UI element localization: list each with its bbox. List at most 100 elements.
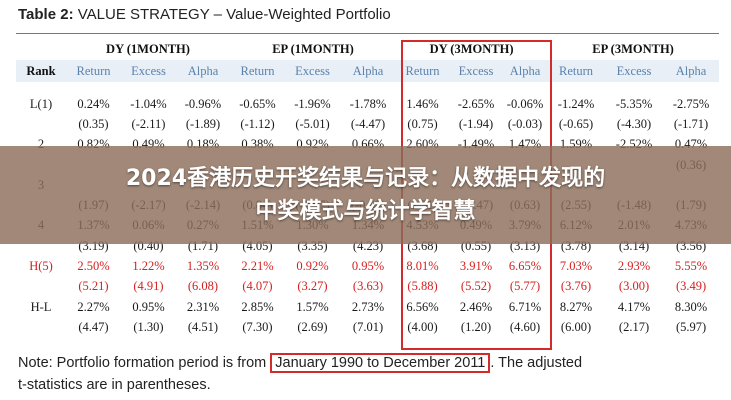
value-cell: -2.65% [457,96,495,111]
value-cell: 2.46% [459,299,493,314]
column-header: Alpha [663,60,720,82]
tstat-cell: (4.00) [407,319,438,334]
tstat-cell: (-4.30) [616,116,652,131]
value-cell: 8.30% [674,299,708,314]
table-title: Table 2: VALUE STRATEGY – Value-Weighted… [18,6,391,23]
tstat-cell: (4.60) [509,319,541,334]
note-suffix: . The adjusted [490,355,583,371]
tstat-rank-blank [16,317,66,337]
value-cell: 0.95% [351,259,385,274]
value-cell: 2.50% [77,259,110,274]
tstat-cell: (-0.03) [507,116,543,131]
value-cell: 1.35% [186,259,220,274]
column-header: Return [66,60,121,82]
value-cell: 0.92% [296,259,329,274]
value-cell: 0.95% [132,299,165,314]
value-cell: 3.91% [459,259,493,274]
note-line-1: Note: Portfolio formation period is from… [18,352,582,374]
tstat-cell: (4.07) [242,279,273,294]
column-header: Return [547,60,606,82]
value-cell: -2.75% [672,96,710,111]
tstat-cell: (3.76) [560,279,592,294]
tstat-cell: (2.69) [297,319,328,334]
note-line-2: t-statistics are in parentheses. [18,377,211,393]
tstat-cell: (5.52) [460,279,492,294]
value-cell: -1.04% [130,96,167,111]
tstat-cell: (-2.11) [131,116,166,131]
tstat-cell: (-1.94) [458,116,494,131]
value-cell: 1.57% [296,299,329,314]
tstat-cell: (-1.12) [240,116,275,131]
group-header: EP (3MONTH) [592,41,674,56]
row-rank-label: 2 [37,137,45,152]
value-cell: 2.73% [351,299,385,314]
column-header: Return [396,60,450,82]
column-header: Return [230,60,285,82]
tstat-cell: (0.75) [407,116,438,131]
tstat-cell: (7.01) [352,319,384,334]
value-cell: 2.27% [77,299,110,314]
column-header: Alpha [340,60,397,82]
banner-line-1: 2024香港历史开奖结果与记录：从数据中发现的 [125,166,606,191]
group-header: EP (1MONTH) [272,41,354,56]
tstat-cell: (3.63) [352,279,384,294]
column-header: Excess [605,60,664,82]
value-cell: -1.24% [557,96,595,111]
value-cell: 2.93% [617,259,651,274]
value-cell: -1.96% [294,96,331,111]
value-cell: 8.01% [406,259,439,274]
value-cell: 2.31% [186,299,220,314]
tstat-cell: (7.30) [242,319,273,334]
row-rank-label: H-L [30,299,52,314]
tstat-cell: (5.77) [509,279,541,294]
tstat-cell: (2.17) [618,319,650,334]
value-cell: 2.85% [241,299,274,314]
tstat-cell: (4.91) [133,279,164,294]
value-cell: 5.55% [674,259,708,274]
table-row-tstats: (4.47) (1.30) (4.51) (7.30) (2.69) (7.01) (4.0… [16,317,719,337]
value-cell: -0.96% [184,96,222,111]
value-cell: 8.27% [559,299,593,314]
row-rank-label: H(5) [29,259,53,274]
row-rank-label: L(1) [29,96,53,111]
note-period-highlight: January 1990 to December 2011 [270,353,491,373]
tstat-cell: (6.00) [560,319,592,334]
table-caption: VALUE STRATEGY – Value-Weighted Portfoli… [77,6,391,23]
tstat-cell: (6.08) [187,279,219,294]
value-cell: 6.56% [406,299,439,314]
tstat-cell: (3.27) [297,279,328,294]
note-prefix: Note: Portfolio formation period is from [18,355,267,371]
column-header: Excess [285,60,340,82]
tstat-cell: (1.30) [133,319,164,334]
tstat-cell: (4.47) [78,319,109,334]
value-cell: 1.46% [406,96,439,111]
tstat-cell: (-0.65) [558,116,594,131]
group-header: DY (1MONTH) [106,41,190,56]
tstat-cell: (5.21) [78,279,109,294]
column-header: Alpha [503,60,548,82]
table-row-tstats: (5.21) (4.91) (6.08) (4.07) (3.27) (3.63) (5.8… [16,277,719,297]
banner-line-2: 中奖模式与统计学智慧 [255,199,476,224]
table-row-tstats: (0.35) (-2.11) (-1.89) (-1.12) (-5.01) (-4.47… [16,114,719,134]
tstat-cell: (-1.89) [185,116,221,131]
tstat-cell: (-4.47) [350,116,386,131]
tstat-cell: (3.49) [675,279,707,294]
tstat-cell: (-1.71) [673,116,709,131]
top-rule [16,33,719,34]
tstat-cell: (-5.01) [295,116,330,131]
table-note: Note: Portfolio formation period is from… [18,352,582,396]
value-cell: 6.71% [508,299,542,314]
column-header: Alpha [176,60,230,82]
value-cell: 4.17% [617,299,651,314]
table-row: L(1) 0.24% -1.04% -0.96% -0.65% -1.96% -1.78% 1… [16,94,719,114]
value-cell: 1.22% [132,259,165,274]
tstat-cell: (1.20) [460,319,492,334]
tstat-cell: (4.51) [187,319,219,334]
tstat-cell: (3.00) [618,279,650,294]
value-cell: -0.65% [239,96,276,111]
column-header-rank: Rank [16,60,66,82]
value-cell: 7.03% [559,259,593,274]
group-spacer [16,38,66,60]
tstat-cell: (0.35) [78,116,109,131]
column-header: Excess [449,60,504,82]
